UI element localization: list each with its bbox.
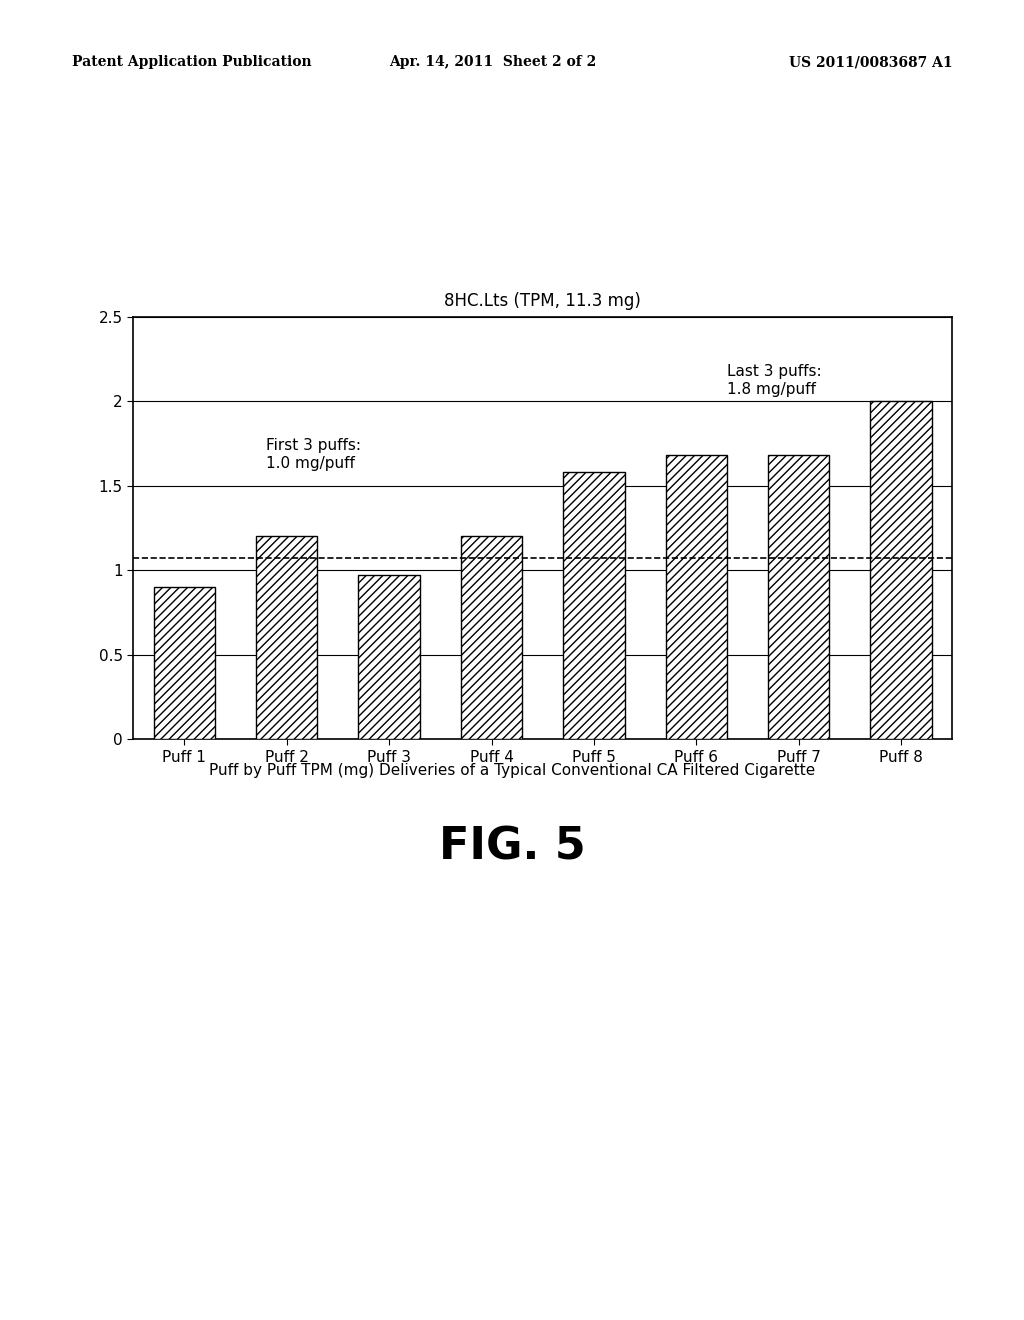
Text: First 3 puffs:
1.0 mg/puff: First 3 puffs: 1.0 mg/puff — [266, 438, 361, 471]
Bar — [666, 455, 727, 739]
Bar — [358, 576, 420, 739]
Bar — [256, 536, 317, 739]
Bar — [563, 473, 625, 739]
Title: 8HC.Lts (TPM, 11.3 mg): 8HC.Lts (TPM, 11.3 mg) — [444, 292, 641, 310]
Bar — [154, 587, 215, 739]
Bar — [461, 536, 522, 739]
Text: Apr. 14, 2011  Sheet 2 of 2: Apr. 14, 2011 Sheet 2 of 2 — [389, 55, 596, 70]
Text: FIG. 5: FIG. 5 — [438, 825, 586, 869]
Text: US 2011/0083687 A1: US 2011/0083687 A1 — [788, 55, 952, 70]
Text: Patent Application Publication: Patent Application Publication — [72, 55, 311, 70]
Text: Puff by Puff TPM (mg) Deliveries of a Typical Conventional CA Filtered Cigarette: Puff by Puff TPM (mg) Deliveries of a Ty… — [209, 763, 815, 777]
Bar — [870, 401, 932, 739]
Text: Last 3 puffs:
1.8 mg/puff: Last 3 puffs: 1.8 mg/puff — [727, 364, 821, 396]
Bar — [768, 455, 829, 739]
